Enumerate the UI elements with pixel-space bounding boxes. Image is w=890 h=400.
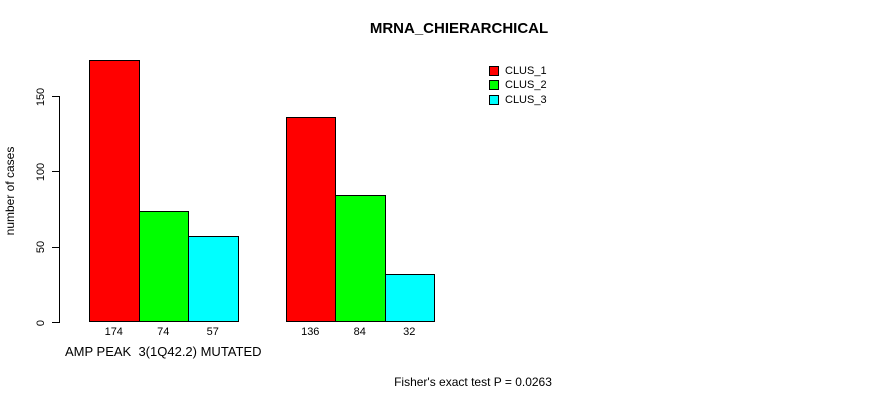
bar-clus_2-group1 <box>138 210 189 322</box>
bar-clus_2-group2 <box>335 195 386 322</box>
bar-clus_1-group1 <box>89 59 140 322</box>
bar-clus_3-group2 <box>384 273 435 322</box>
legend-swatch-clus_2 <box>489 80 499 91</box>
y-axis-tick-label: 0 <box>35 319 47 326</box>
legend: CLUS_1 CLUS_2 CLUS_3 <box>489 64 547 107</box>
y-axis-tick <box>52 171 59 173</box>
bar-value-label: 174 <box>104 326 123 338</box>
legend-label: CLUS_1 <box>505 65 547 78</box>
bar-clus_3-group1 <box>188 236 239 322</box>
legend-label: CLUS_2 <box>505 79 547 92</box>
y-axis-tick-label: 50 <box>35 241 47 254</box>
legend-label: CLUS_3 <box>505 93 547 106</box>
legend-row-clus_1: CLUS_1 <box>489 64 547 78</box>
bar-value-label: 84 <box>353 326 366 338</box>
bar-value-label: 74 <box>157 326 170 338</box>
y-axis-tick-label: 100 <box>35 162 47 182</box>
y-axis-tick <box>52 246 59 248</box>
y-axis-tick <box>52 96 59 97</box>
fisher-annotation: Fisher's exact test P = 0.0263 <box>394 375 552 389</box>
x-axis-group-label: AMP PEAK 3(1Q42.2) MUTATED <box>65 344 262 359</box>
legend-swatch-clus_3 <box>489 94 499 105</box>
chart-title: MRNA_CHIERARCHICAL <box>369 20 549 37</box>
y-axis-tick-label: 150 <box>35 87 47 106</box>
y-axis-label: number of cases <box>3 146 17 236</box>
y-axis-line <box>59 96 60 323</box>
bar-value-label: 57 <box>206 326 219 338</box>
legend-row-clus_2: CLUS_2 <box>489 78 547 92</box>
bar-value-label: 136 <box>301 326 320 338</box>
bar-value-label: 32 <box>403 326 416 338</box>
legend-swatch-clus_1 <box>489 66 499 77</box>
legend-row-clus_3: CLUS_3 <box>489 93 547 107</box>
bar-clus_1-group2 <box>285 117 336 322</box>
y-axis-tick <box>52 322 59 323</box>
